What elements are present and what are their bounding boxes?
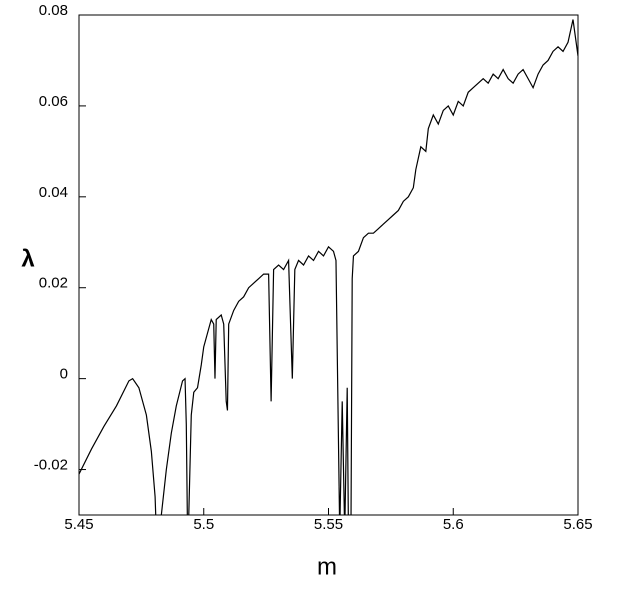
x-tick-label: 5.55	[314, 516, 343, 533]
x-tick-label: 5.6	[443, 516, 464, 533]
x-axis-label: m	[317, 553, 337, 580]
y-tick-label: 0.06	[39, 93, 68, 110]
y-tick-label: -0.02	[34, 457, 68, 474]
x-tick-label: 5.5	[193, 516, 214, 533]
y-tick-label: 0.04	[39, 184, 68, 201]
x-tick-label: 5.45	[64, 516, 93, 533]
data-line	[79, 19, 578, 515]
y-axis-label: λ	[21, 245, 34, 272]
y-tick-label: 0.02	[39, 275, 68, 292]
y-tick-label: 0	[60, 366, 68, 383]
x-tick-label: 5.65	[563, 516, 592, 533]
y-tick-label: 0.08	[39, 2, 68, 19]
plot-frame	[78, 14, 579, 516]
